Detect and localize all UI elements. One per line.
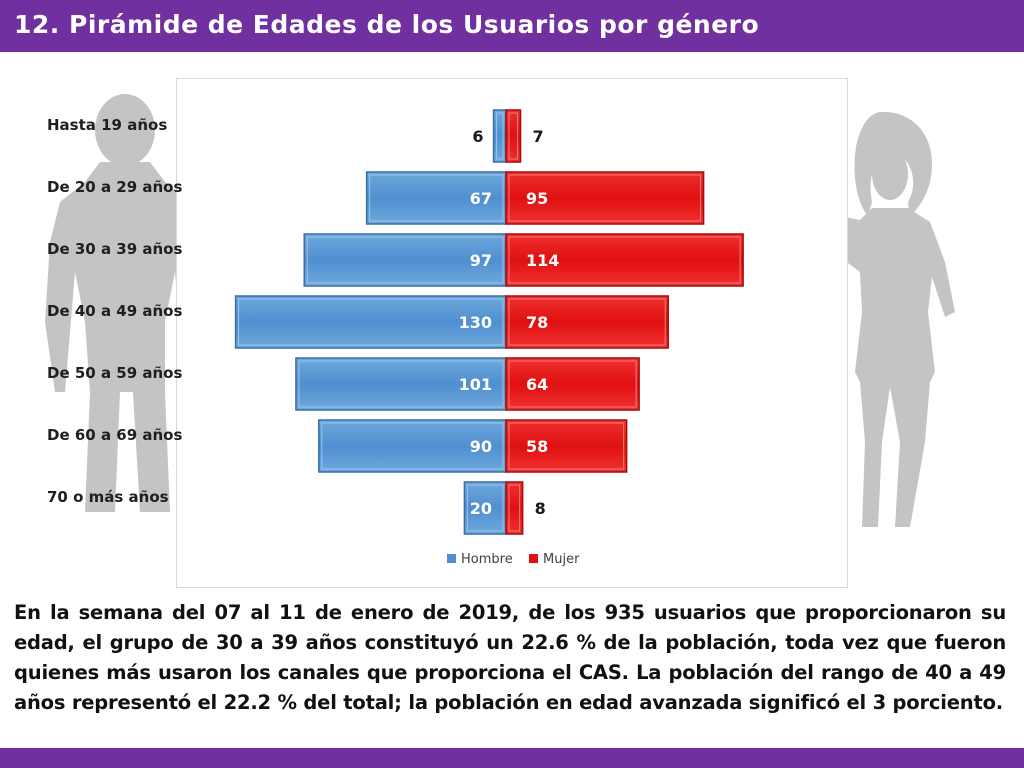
bar-mujer-bevel: [508, 422, 625, 470]
category-label: De 50 a 59 años: [47, 364, 182, 382]
value-label-hombre: 90: [470, 437, 492, 456]
value-label-hombre: 20: [470, 499, 492, 518]
summary-paragraph: En la semana del 07 al 11 de enero de 20…: [14, 601, 1006, 714]
page-title: 12. Pirámide de Edades de los Usuarios p…: [14, 10, 760, 39]
bar-mujer: [505, 171, 705, 225]
value-label-mujer: 58: [526, 437, 548, 456]
legend-swatch-hombre: [447, 554, 456, 563]
bar-mujer-bevel: [508, 174, 702, 222]
male-silhouette-icon: [45, 94, 205, 512]
legend-label-hombre: Hombre: [461, 552, 513, 567]
value-label-mujer: 95: [526, 189, 548, 208]
value-label-mujer: 7: [533, 127, 544, 146]
footer-bar: [0, 748, 1024, 768]
bar-hombre-bevel: [321, 422, 504, 470]
category-label: De 40 a 49 años: [47, 302, 182, 320]
bar-mujer-bevel: [508, 298, 666, 346]
female-silhouette-icon: [760, 112, 955, 527]
category-label: Hasta 19 años: [47, 116, 167, 134]
bar-hombre: [295, 357, 507, 411]
value-label-hombre: 130: [459, 313, 492, 332]
bar-hombre: [492, 109, 507, 163]
bar-mujer: [505, 419, 628, 473]
bar-mujer: [505, 481, 524, 535]
value-label-mujer: 64: [526, 375, 548, 394]
value-label-mujer: 78: [526, 313, 548, 332]
bar-mujer: [505, 233, 744, 287]
value-label-mujer: 114: [526, 251, 559, 270]
bar-hombre-bevel: [369, 174, 504, 222]
bar-hombre: [318, 419, 507, 473]
value-label-hombre: 67: [470, 189, 492, 208]
bar-hombre: [303, 233, 507, 287]
value-label-hombre: 6: [472, 127, 483, 146]
legend-swatch-mujer: [529, 554, 538, 563]
bar-mujer-bevel: [508, 112, 519, 160]
value-label-hombre: 97: [470, 251, 492, 270]
bar-mujer: [505, 295, 669, 349]
bar-mujer: [505, 357, 640, 411]
bar-hombre: [463, 481, 507, 535]
category-label: De 20 a 29 años: [47, 178, 182, 196]
value-label-mujer: 8: [535, 499, 546, 518]
category-label: 70 o más años: [47, 488, 169, 506]
bar-mujer-bevel: [508, 236, 741, 284]
category-label: De 60 a 69 años: [47, 426, 182, 444]
bar-mujer-bevel: [508, 484, 521, 532]
bar-hombre-bevel: [306, 236, 504, 284]
bar-mujer: [505, 109, 522, 163]
bar-hombre-bevel: [298, 360, 504, 408]
category-label: De 30 a 39 años: [47, 240, 182, 258]
bar-hombre-bevel: [466, 484, 504, 532]
title-bar: 12. Pirámide de Edades de los Usuarios p…: [0, 0, 1024, 52]
legend-label-mujer: Mujer: [543, 552, 580, 567]
bar-hombre-bevel: [238, 298, 504, 346]
bar-hombre-bevel: [496, 112, 504, 160]
value-label-hombre: 101: [459, 375, 492, 394]
bar-mujer-bevel: [508, 360, 637, 408]
